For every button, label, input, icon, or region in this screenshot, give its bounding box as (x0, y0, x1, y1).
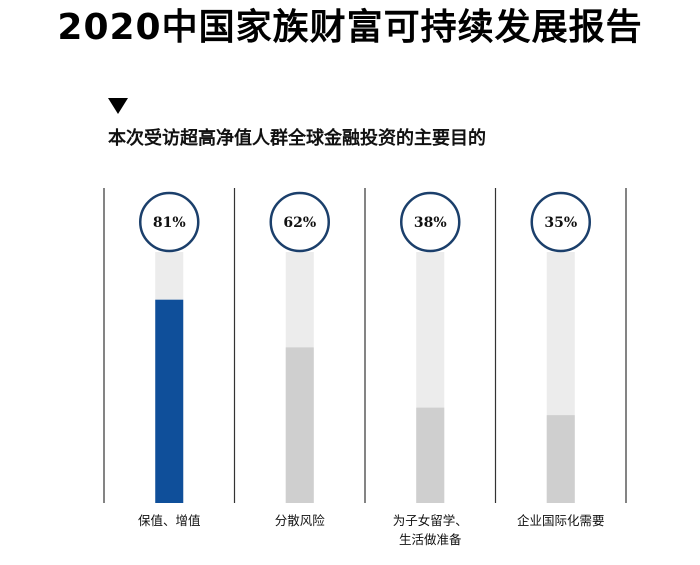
category-label: 为子女留学、 (393, 513, 468, 528)
value-circle (269, 191, 330, 253)
value-circle (139, 191, 200, 253)
triangle-down-icon (108, 98, 128, 114)
category-label: 企业国际化需要 (517, 513, 605, 528)
chart-subtitle: 本次受访超高净值人群全球金融投资的主要目的 (108, 128, 486, 149)
bar (546, 415, 575, 503)
data-label: 35% (544, 215, 577, 231)
category-label: 分散风险 (275, 513, 326, 528)
page-title: 2020中国家族财富可持续发展报告 (57, 7, 643, 48)
category-label: 保值、增值 (138, 513, 201, 528)
bar (416, 407, 445, 503)
data-label: 38% (414, 215, 447, 231)
value-circle (530, 191, 591, 253)
category-label: 生活做准备 (399, 532, 462, 547)
bar (155, 299, 184, 503)
data-label: 81% (153, 215, 186, 231)
value-circle (400, 191, 461, 253)
data-label: 62% (283, 215, 316, 231)
bar (285, 347, 314, 503)
